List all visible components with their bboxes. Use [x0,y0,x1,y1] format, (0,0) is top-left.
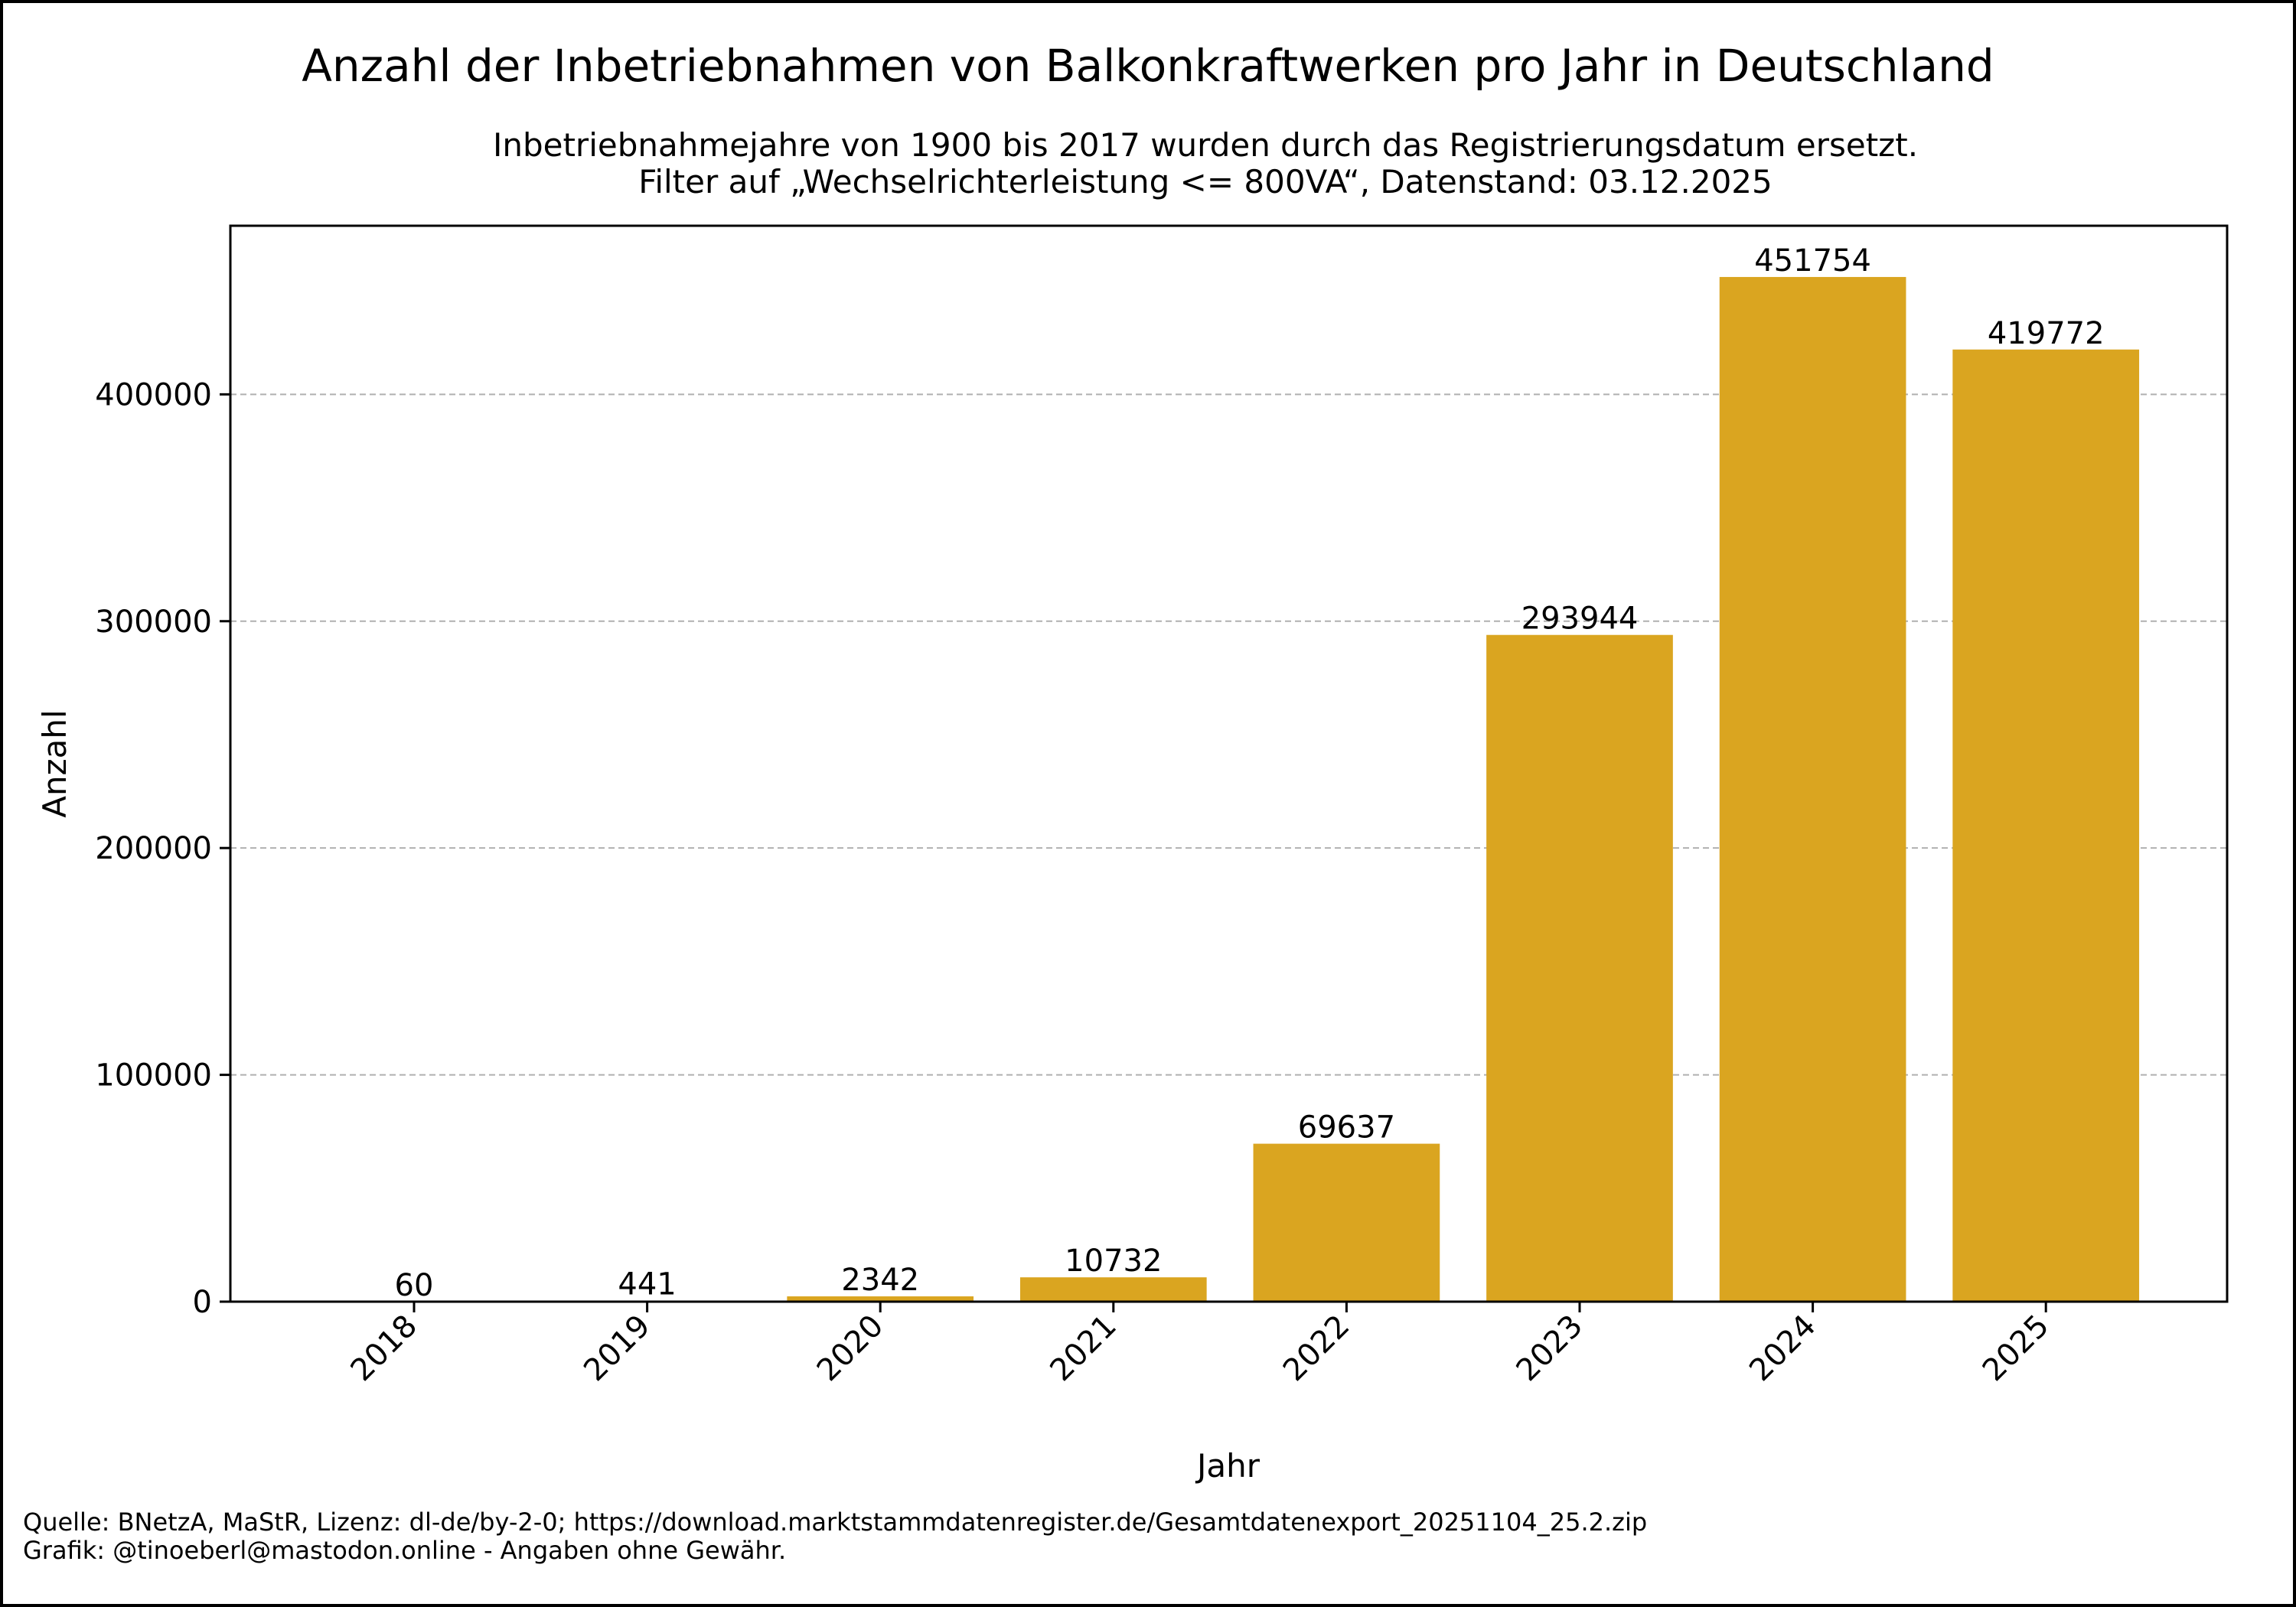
footer-credit: Grafik: @tinoeberl@mastodon.online - Ang… [23,1536,786,1565]
y-tick-label: 100000 [95,1058,212,1094]
chart-subtitle-line-1: Inbetriebnahmejahre von 1900 bis 2017 wu… [493,126,1918,164]
bar-value-label: 69637 [1298,1110,1395,1146]
x-tick-label: 2020 [810,1309,891,1389]
bar-value-label: 441 [618,1267,676,1302]
bar-value-label: 293944 [1521,601,1639,637]
x-tick-label: 2019 [577,1309,657,1389]
y-axis-ticks: 0 100000 200000 300000 400000 [95,377,230,1320]
bar [1019,1277,1207,1302]
x-tick-label: 2024 [1743,1309,1823,1389]
bar [1952,349,2140,1302]
y-axis-label: Anzahl [36,709,73,817]
bar [787,1296,974,1302]
bar-value-labels: 60 441 2342 10732 69637 293944 451754 419772 [395,243,2105,1303]
bar [1486,634,1673,1302]
x-axis-label: Jahr [1195,1447,1261,1485]
chart-subtitle-line-2: Filter auf „Wechselrichterleistung <= 80… [638,163,1773,200]
y-tick-label: 200000 [95,831,212,866]
chart-title: Anzahl der Inbetriebnahmen von Balkonkra… [302,40,1994,92]
bars [321,276,2140,1302]
bar-value-label: 10732 [1065,1244,1162,1279]
bar [1719,276,1906,1302]
x-tick-label: 2025 [1976,1309,2056,1389]
y-tick-label: 0 [193,1285,212,1320]
x-tick-label: 2021 [1043,1309,1124,1389]
bar-value-label: 2342 [841,1263,919,1298]
bar [1253,1143,1440,1302]
y-tick-label: 400000 [95,377,212,412]
plot-area-border [229,224,2229,1303]
bar-value-label: 451754 [1754,243,1871,279]
bar-value-label: 60 [395,1268,434,1303]
gridlines [230,393,2227,1076]
x-axis-ticks: 2018 2019 2020 2021 2022 2023 2024 2025 [344,1302,2056,1388]
footer-source: Quelle: BNetzA, MaStR, Lizenz: dl-de/by-… [23,1508,1647,1537]
x-tick-label: 2023 [1510,1309,1590,1389]
y-tick-label: 300000 [95,605,212,640]
x-tick-label: 2022 [1277,1309,1357,1389]
x-tick-label: 2018 [344,1309,425,1389]
bar-value-label: 419772 [1988,316,2105,351]
